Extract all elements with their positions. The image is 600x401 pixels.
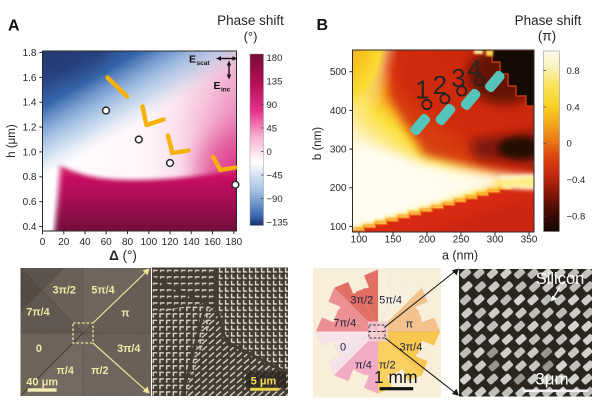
svg-text:5π/4: 5π/4	[379, 295, 402, 307]
svg-text:Δ (°): Δ (°)	[109, 248, 137, 263]
svg-text:1.6: 1.6	[23, 73, 37, 84]
svg-text:a (nm): a (nm)	[442, 249, 478, 263]
svg-text:160: 160	[204, 237, 221, 248]
svg-text:7π/4: 7π/4	[26, 307, 49, 319]
svg-text:π/2: π/2	[91, 365, 108, 377]
svg-text:3π/4: 3π/4	[399, 342, 422, 354]
svg-text:inc: inc	[221, 87, 231, 94]
svg-text:h (μm): h (μm)	[6, 124, 18, 158]
svg-text:0: 0	[340, 342, 346, 354]
svg-text:400: 400	[330, 106, 347, 117]
svg-text:100: 100	[330, 222, 347, 233]
svg-text:200: 200	[330, 183, 347, 194]
svg-text:90: 90	[267, 100, 278, 111]
svg-text:5π/4: 5π/4	[91, 285, 114, 297]
svg-text:B: B	[317, 17, 329, 34]
svg-text:1 mm: 1 mm	[374, 367, 418, 387]
svg-text:80: 80	[122, 237, 134, 248]
svg-text:20: 20	[58, 237, 70, 248]
svg-text:1: 1	[415, 74, 429, 104]
svg-text:−0.8: −0.8	[567, 212, 586, 223]
svg-text:3π/2: 3π/2	[350, 295, 373, 307]
svg-text:200: 200	[419, 235, 436, 246]
svg-text:1.8: 1.8	[23, 48, 37, 59]
svg-text:E: E	[214, 80, 221, 92]
svg-text:3π/4: 3π/4	[117, 343, 140, 355]
svg-text:0.4: 0.4	[567, 102, 580, 113]
svg-text:100: 100	[351, 235, 368, 246]
svg-text:0: 0	[36, 343, 42, 355]
svg-text:140: 140	[183, 237, 200, 248]
svg-text:150: 150	[385, 235, 402, 246]
svg-text:5 μm: 5 μm	[251, 376, 277, 388]
svg-text:3: 3	[451, 63, 465, 93]
svg-text:−135: −135	[267, 217, 288, 228]
svg-text:180: 180	[225, 237, 242, 248]
svg-text:b (nm): b (nm)	[312, 127, 324, 160]
svg-text:Phase shift: Phase shift	[515, 13, 582, 28]
svg-text:(°): (°)	[244, 29, 258, 44]
svg-text:Silicon: Silicon	[536, 270, 585, 288]
svg-text:3μm: 3μm	[535, 370, 568, 389]
svg-text:350: 350	[521, 235, 538, 246]
svg-text:180: 180	[267, 53, 283, 64]
svg-text:0: 0	[567, 139, 572, 150]
svg-text:3π/2: 3π/2	[53, 285, 76, 297]
svg-text:E: E	[189, 54, 196, 66]
svg-text:60: 60	[101, 237, 113, 248]
svg-text:0.8: 0.8	[567, 66, 580, 77]
svg-text:0.8: 0.8	[23, 172, 37, 183]
svg-text:(π): (π)	[538, 29, 556, 44]
svg-text:A: A	[8, 18, 20, 35]
svg-text:40 μm: 40 μm	[26, 376, 58, 388]
svg-text:100: 100	[140, 237, 157, 248]
svg-text:300: 300	[487, 235, 504, 246]
svg-text:2: 2	[433, 70, 447, 100]
svg-text:0.6: 0.6	[23, 197, 37, 208]
svg-text:π/4: π/4	[57, 365, 74, 377]
svg-text:135: 135	[267, 76, 283, 87]
svg-text:π: π	[406, 319, 414, 331]
svg-text:45: 45	[267, 123, 278, 134]
svg-text:−0.4: −0.4	[567, 175, 586, 186]
svg-text:−90: −90	[267, 194, 283, 205]
svg-text:π: π	[121, 308, 129, 320]
svg-text:40: 40	[79, 237, 91, 248]
svg-text:Phase shift: Phase shift	[217, 13, 284, 28]
svg-text:7π/4: 7π/4	[333, 318, 356, 330]
svg-text:0: 0	[267, 147, 272, 158]
svg-text:250: 250	[453, 235, 470, 246]
svg-text:120: 120	[162, 237, 179, 248]
svg-text:π/2: π/2	[379, 359, 396, 371]
svg-text:500: 500	[330, 67, 347, 78]
svg-text:0: 0	[40, 237, 46, 248]
svg-text:300: 300	[330, 145, 347, 156]
svg-text:1.0: 1.0	[23, 147, 37, 158]
svg-text:1.2: 1.2	[23, 123, 37, 134]
svg-text:−45: −45	[267, 170, 283, 181]
svg-text:1.4: 1.4	[23, 98, 37, 109]
svg-text:scat: scat	[197, 60, 211, 67]
svg-text:4: 4	[467, 54, 481, 84]
svg-text:0.4: 0.4	[23, 222, 37, 233]
svg-text:π/4: π/4	[355, 359, 372, 371]
